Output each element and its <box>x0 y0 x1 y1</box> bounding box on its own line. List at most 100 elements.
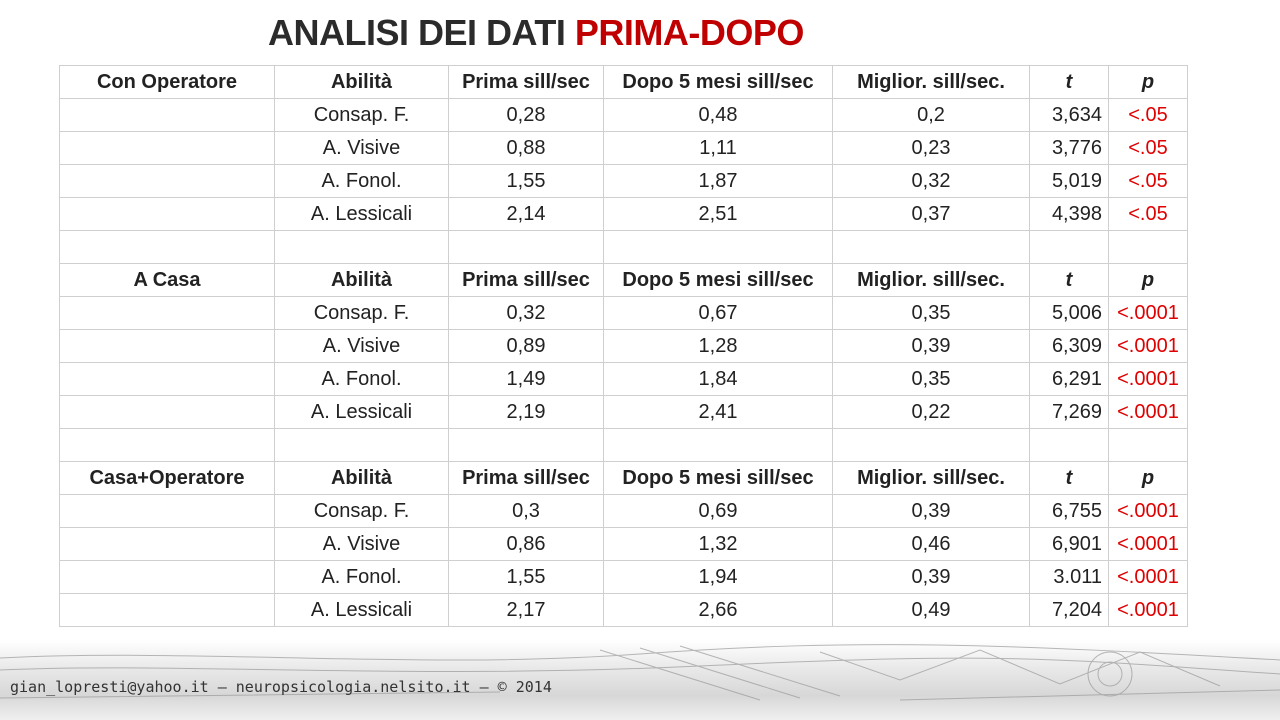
spacer-cell <box>1108 428 1188 462</box>
cell-t-value: 4,398 <box>1029 197 1109 231</box>
cell-ability: A. Visive <box>274 527 449 561</box>
cell-ability: A. Fonol. <box>274 560 449 594</box>
cell-t-value: 6,291 <box>1029 362 1109 396</box>
cell-ability: A. Fonol. <box>274 164 449 198</box>
header-group: Con Operatore <box>59 65 275 99</box>
table-row: A. Lessicali 2,19 2,41 0,22 7,269 <.0001 <box>59 395 1188 429</box>
cell-p-value: <.0001 <box>1108 329 1188 363</box>
table-row: A. Fonol. 1,55 1,87 0,32 5,019 <.05 <box>59 164 1188 198</box>
spacer-cell <box>274 230 449 264</box>
spacer-cell <box>832 428 1030 462</box>
table-header-row: Con Operatore Abilità Prima sill/sec Dopo 5… <box>59 65 1188 99</box>
cell-group <box>59 362 275 396</box>
header-improvement: Miglior. sill/sec. <box>832 263 1030 297</box>
slide-title: ANALISI DEI DATI PRIMA-DOPO <box>268 12 804 54</box>
header-p-value: p <box>1108 65 1188 99</box>
cell-p-value: <.05 <box>1108 164 1188 198</box>
cell-before: 1,55 <box>448 164 604 198</box>
cell-before: 1,49 <box>448 362 604 396</box>
table-row: A. Visive 0,88 1,11 0,23 3,776 <.05 <box>59 131 1188 165</box>
cell-ability: Consap. F. <box>274 296 449 330</box>
header-after: Dopo 5 mesi sill/sec <box>603 263 833 297</box>
cell-group <box>59 395 275 429</box>
header-ability: Abilità <box>274 461 449 495</box>
header-before: Prima sill/sec <box>448 461 604 495</box>
cell-before: 0,89 <box>448 329 604 363</box>
cell-t-value: 5,019 <box>1029 164 1109 198</box>
cell-p-value: <.05 <box>1108 98 1188 132</box>
cell-after: 0,69 <box>603 494 833 528</box>
header-group: A Casa <box>59 263 275 297</box>
spacer-cell <box>1108 230 1188 264</box>
cell-after: 1,94 <box>603 560 833 594</box>
cell-after: 2,51 <box>603 197 833 231</box>
cell-improvement: 0,23 <box>832 131 1030 165</box>
cell-after: 0,48 <box>603 98 833 132</box>
cell-after: 2,66 <box>603 593 833 627</box>
cell-p-value: <.0001 <box>1108 296 1188 330</box>
table-row: A. Fonol. 1,55 1,94 0,39 3.011 <.0001 <box>59 560 1188 594</box>
footer-credit: gian_lopresti@yahoo.it – neuropsicologia… <box>10 678 552 696</box>
cell-t-value: 3.011 <box>1029 560 1109 594</box>
results-table: Con Operatore Abilità Prima sill/sec Dopo 5… <box>59 65 1188 627</box>
cell-improvement: 0,35 <box>832 296 1030 330</box>
cell-ability: A. Visive <box>274 329 449 363</box>
spacer-row <box>59 428 1188 462</box>
cell-group <box>59 329 275 363</box>
header-p-value: p <box>1108 461 1188 495</box>
table-row: A. Lessicali 2,14 2,51 0,37 4,398 <.05 <box>59 197 1188 231</box>
table-header-row: Casa+Operatore Abilità Prima sill/sec Dopo … <box>59 461 1188 495</box>
cell-before: 0,86 <box>448 527 604 561</box>
table-row: Consap. F. 0,32 0,67 0,35 5,006 <.0001 <box>59 296 1188 330</box>
header-after: Dopo 5 mesi sill/sec <box>603 65 833 99</box>
spacer-cell <box>1029 428 1109 462</box>
cell-before: 2,19 <box>448 395 604 429</box>
cell-t-value: 7,204 <box>1029 593 1109 627</box>
cell-group <box>59 164 275 198</box>
cell-t-value: 6,755 <box>1029 494 1109 528</box>
cell-group <box>59 296 275 330</box>
cell-after: 1,11 <box>603 131 833 165</box>
cell-after: 1,87 <box>603 164 833 198</box>
header-p-value: p <box>1108 263 1188 297</box>
cell-group <box>59 593 275 627</box>
cell-p-value: <.0001 <box>1108 560 1188 594</box>
cell-group <box>59 131 275 165</box>
table-row: A. Lessicali 2,17 2,66 0,49 7,204 <.0001 <box>59 593 1188 627</box>
cell-group <box>59 494 275 528</box>
header-ability: Abilità <box>274 263 449 297</box>
cell-t-value: 3,634 <box>1029 98 1109 132</box>
header-group: Casa+Operatore <box>59 461 275 495</box>
cell-p-value: <.0001 <box>1108 593 1188 627</box>
cell-ability: A. Lessicali <box>274 593 449 627</box>
header-before: Prima sill/sec <box>448 65 604 99</box>
table-header-row: A Casa Abilità Prima sill/sec Dopo 5 mesi s… <box>59 263 1188 297</box>
header-t-value: t <box>1029 263 1109 297</box>
title-main: ANALISI DEI DATI <box>268 12 575 53</box>
cell-improvement: 0,32 <box>832 164 1030 198</box>
spacer-cell <box>448 428 604 462</box>
cell-group <box>59 560 275 594</box>
cell-before: 0,3 <box>448 494 604 528</box>
cell-improvement: 0,39 <box>832 494 1030 528</box>
spacer-cell <box>274 428 449 462</box>
sketch-decoration-icon <box>0 644 1280 701</box>
spacer-cell <box>448 230 604 264</box>
footer-decoration <box>0 640 1280 720</box>
cell-improvement: 0,49 <box>832 593 1030 627</box>
cell-t-value: 3,776 <box>1029 131 1109 165</box>
cell-ability: A. Lessicali <box>274 395 449 429</box>
cell-improvement: 0,46 <box>832 527 1030 561</box>
spacer-cell <box>1029 230 1109 264</box>
cell-ability: A. Fonol. <box>274 362 449 396</box>
header-t-value: t <box>1029 65 1109 99</box>
table-row: A. Visive 0,89 1,28 0,39 6,309 <.0001 <box>59 329 1188 363</box>
header-before: Prima sill/sec <box>448 263 604 297</box>
cell-p-value: <.0001 <box>1108 527 1188 561</box>
cell-ability: Consap. F. <box>274 494 449 528</box>
cell-after: 2,41 <box>603 395 833 429</box>
cell-t-value: 7,269 <box>1029 395 1109 429</box>
cell-group <box>59 197 275 231</box>
header-ability: Abilità <box>274 65 449 99</box>
cell-t-value: 5,006 <box>1029 296 1109 330</box>
